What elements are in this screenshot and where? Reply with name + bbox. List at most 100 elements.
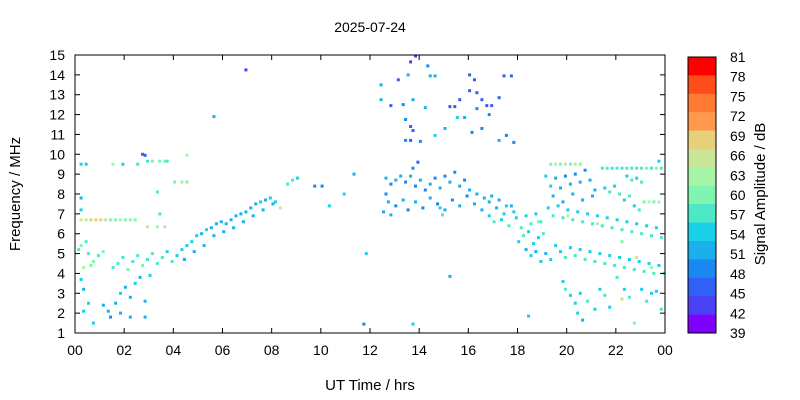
data-point xyxy=(563,287,567,291)
data-point xyxy=(657,159,661,163)
data-point xyxy=(591,222,594,226)
plot-area-frame xyxy=(74,54,666,334)
data-point xyxy=(389,213,393,217)
data-point xyxy=(593,188,597,192)
x-tick-label: 00 xyxy=(657,342,673,358)
data-point xyxy=(82,309,86,313)
data-point xyxy=(475,91,479,95)
data-point xyxy=(436,202,440,206)
y-tick-label: 14 xyxy=(49,67,65,83)
data-point xyxy=(109,315,113,319)
x-tick-label: 04 xyxy=(166,342,182,358)
y-axis-label: Frequency / MHz xyxy=(7,137,24,251)
data-point xyxy=(249,206,253,210)
data-point xyxy=(650,234,653,238)
data-point xyxy=(219,220,223,224)
data-point xyxy=(549,184,553,188)
data-point xyxy=(608,254,612,258)
data-point xyxy=(414,184,417,188)
data-point xyxy=(615,218,619,222)
data-point xyxy=(411,129,415,132)
data-point xyxy=(659,236,663,240)
data-point xyxy=(443,127,447,130)
data-point xyxy=(559,186,562,190)
data-point xyxy=(647,262,651,265)
data-point xyxy=(578,248,582,252)
data-point xyxy=(527,314,531,318)
data-point xyxy=(627,194,631,198)
data-point xyxy=(463,116,467,119)
data-point xyxy=(618,192,621,196)
data-point xyxy=(404,138,408,142)
data-point xyxy=(114,218,118,222)
data-point xyxy=(642,269,646,273)
colorbar-tick-label: 42 xyxy=(730,305,746,321)
data-point xyxy=(573,162,577,166)
data-point xyxy=(645,224,649,228)
data-point xyxy=(384,192,388,196)
x-tick-label: 08 xyxy=(264,342,280,358)
colorbar-tick-label: 72 xyxy=(730,108,746,124)
data-point xyxy=(104,218,108,222)
data-point xyxy=(438,186,442,190)
colorbar-swatch xyxy=(688,296,716,316)
data-point xyxy=(202,244,206,248)
data-point xyxy=(568,246,572,250)
data-point xyxy=(487,200,491,204)
colorbar-label: Signal Amplitude / dB xyxy=(752,123,769,266)
data-point xyxy=(121,256,125,259)
data-point xyxy=(650,266,653,269)
data-point xyxy=(490,194,494,198)
colorbar-swatch xyxy=(688,185,716,205)
colorbar-swatch xyxy=(688,167,716,187)
data-point xyxy=(632,204,636,208)
data-point xyxy=(536,236,540,240)
data-point xyxy=(150,252,154,256)
data-point xyxy=(620,297,624,301)
data-point xyxy=(632,321,636,325)
y-tick-label: 4 xyxy=(57,265,65,281)
data-point xyxy=(195,234,199,238)
data-point xyxy=(497,96,501,100)
data-point xyxy=(433,176,437,180)
data-point xyxy=(635,222,639,226)
data-point xyxy=(79,162,83,166)
colorbar-tick-label: 57 xyxy=(730,207,746,223)
data-point xyxy=(111,266,115,269)
data-point xyxy=(389,182,393,186)
data-point xyxy=(291,178,295,182)
data-point xyxy=(549,162,553,166)
x-tick-label: 00 xyxy=(67,342,83,358)
data-point xyxy=(123,218,127,222)
data-point xyxy=(635,176,639,180)
data-point xyxy=(497,198,501,202)
data-point xyxy=(91,260,95,263)
data-point xyxy=(527,230,531,234)
data-point xyxy=(571,192,575,196)
data-point xyxy=(519,226,523,230)
data-point xyxy=(600,166,604,170)
colorbar-tick-label: 78 xyxy=(730,69,746,85)
y-tick-label: 5 xyxy=(57,246,65,262)
data-point xyxy=(229,218,233,222)
data-point xyxy=(512,210,516,214)
data-point xyxy=(244,210,248,214)
data-point xyxy=(428,74,432,78)
data-point xyxy=(463,178,467,182)
data-point xyxy=(529,222,533,226)
data-point xyxy=(362,322,366,326)
data-point xyxy=(418,139,422,143)
colorbar-swatch xyxy=(688,204,716,224)
colorbar-swatch xyxy=(688,130,716,150)
data-point xyxy=(593,307,597,311)
data-point xyxy=(182,258,186,261)
data-point xyxy=(625,166,629,170)
data-point xyxy=(576,210,580,214)
data-point xyxy=(586,299,590,303)
data-point xyxy=(448,105,452,109)
data-point xyxy=(630,230,634,234)
data-point xyxy=(487,113,491,117)
data-point xyxy=(652,200,656,204)
data-point xyxy=(399,174,403,178)
data-point xyxy=(89,264,93,267)
